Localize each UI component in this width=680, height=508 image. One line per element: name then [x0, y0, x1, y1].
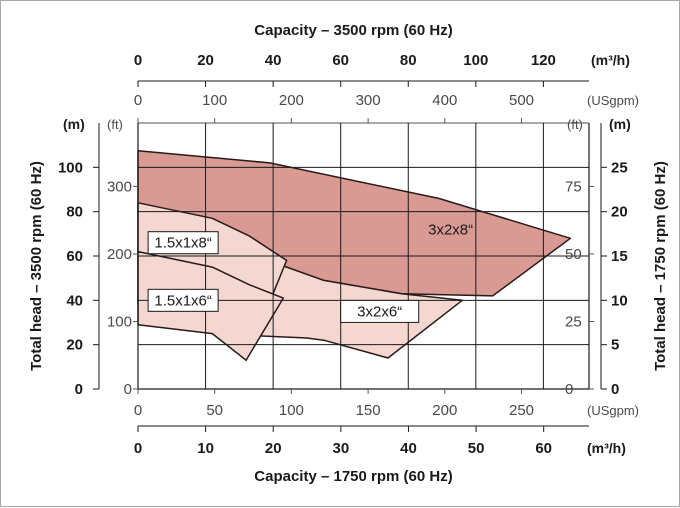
right-secondary-tick-label: 0 [565, 381, 573, 398]
right-axis-tick-label: 0 [611, 381, 619, 398]
grid-lines [138, 123, 589, 389]
left-axis-tick-label: 80 [66, 204, 83, 221]
right-axis-tick-label: 10 [611, 292, 628, 309]
top-secondary-tick-label: 300 [356, 92, 381, 109]
top-axis-tick-label: 100 [463, 52, 488, 69]
left-axis-tick-label: 0 [75, 381, 83, 398]
right-axis-unit: (m) [609, 116, 631, 132]
series-label-text: 1.5x1x6“ [154, 292, 212, 309]
bottom-primary-tick-label: 150 [356, 402, 381, 419]
left-axis-tick-label: 100 [58, 159, 83, 176]
left-secondary-tick-label: 0 [124, 381, 132, 398]
bottom-secondary-tick-label: 50 [468, 440, 485, 457]
top-axis-title: Capacity – 3500 rpm (60 Hz) [254, 22, 452, 39]
axis-labels: Capacity – 3500 rpm (60 Hz)0 20 40 60 80 100 1… [28, 22, 669, 485]
bottom-axis-title: Capacity – 1750 rpm (60 Hz) [254, 468, 452, 485]
bottom-primary-tick-label: 100 [279, 402, 304, 419]
bottom-secondary-tick-label: 0 [134, 440, 142, 457]
series-label-1: 3x2x8“ [428, 221, 473, 238]
right-axis-tick-label: 25 [611, 159, 628, 176]
right-secondary-tick-label: 75 [565, 178, 582, 195]
top-secondary-tick-label: 200 [279, 92, 304, 109]
bottom-secondary-tick-label: 60 [535, 440, 552, 457]
bottom-secondary-tick-label: 10 [197, 440, 214, 457]
bottom-secondary-tick-label: 20 [265, 440, 282, 457]
bottom-primary-tick-label: 0 [134, 402, 142, 419]
bottom-secondary-tick-label: 30 [333, 440, 350, 457]
bottom-primary-tick-label: 250 [509, 402, 534, 419]
series-label-box [147, 288, 219, 312]
series-label-4: 1.5x1x6“ [147, 288, 219, 312]
left-secondary-tick-label: 100 [107, 313, 132, 330]
series-label-text: 3x2x8“ [428, 221, 473, 238]
top-axis-tick-label: 60 [332, 52, 349, 69]
right-secondary-unit: (ft) [567, 117, 583, 132]
top-axis-tick-label: 40 [265, 52, 282, 69]
right-axis-tick-label: 15 [611, 248, 628, 265]
bottom-secondary-unit: (m³/h) [587, 440, 626, 456]
axes [93, 80, 607, 432]
left-axis-title: Total head – 3500 rpm (60 Hz) [28, 161, 45, 371]
series-label-box [147, 231, 219, 255]
bottom-primary-unit: (USgpm) [587, 403, 639, 418]
right-axis-tick-label: 5 [611, 337, 619, 354]
right-secondary-tick-label: 50 [565, 246, 582, 263]
top-secondary-tick-label: 400 [432, 92, 457, 109]
top-secondary-tick-label: 0 [134, 92, 142, 109]
series-label-text: 3x2x6“ [357, 303, 402, 320]
top-axis-unit: (m³/h) [591, 52, 630, 68]
bottom-primary-tick-label: 200 [432, 402, 457, 419]
top-axis-tick-label: 80 [400, 52, 417, 69]
bottom-secondary-tick-label: 40 [400, 440, 417, 457]
bottom-primary-tick-label: 50 [206, 402, 223, 419]
left-axis-tick-label: 20 [66, 337, 83, 354]
top-axis-tick-label: 0 [134, 52, 142, 69]
left-secondary-tick-label: 200 [107, 246, 132, 263]
left-axis-unit: (m) [63, 116, 85, 132]
top-secondary-unit: (USgpm) [587, 93, 639, 108]
top-axis-tick-label: 120 [531, 52, 556, 69]
left-secondary-tick-label: 300 [107, 178, 132, 195]
left-secondary-unit: (ft) [107, 117, 123, 132]
curve-areas [137, 149, 572, 361]
top-secondary-tick-label: 500 [509, 92, 534, 109]
right-axis-title: Total head – 1750 rpm (60 Hz) [652, 161, 669, 371]
left-axis-tick-label: 40 [66, 292, 83, 309]
series-label-box [340, 299, 420, 323]
left-axis-tick-label: 60 [66, 248, 83, 265]
right-axis-tick-label: 20 [611, 204, 628, 221]
top-axis-tick-label: 20 [197, 52, 214, 69]
top-secondary-tick-label: 100 [202, 92, 227, 109]
series-label-2: 3x2x6“ [340, 299, 420, 323]
right-secondary-tick-label: 25 [565, 313, 582, 330]
series-label-3: 1.5x1x8“ [147, 231, 219, 255]
series-label-text: 1.5x1x8“ [154, 235, 212, 252]
